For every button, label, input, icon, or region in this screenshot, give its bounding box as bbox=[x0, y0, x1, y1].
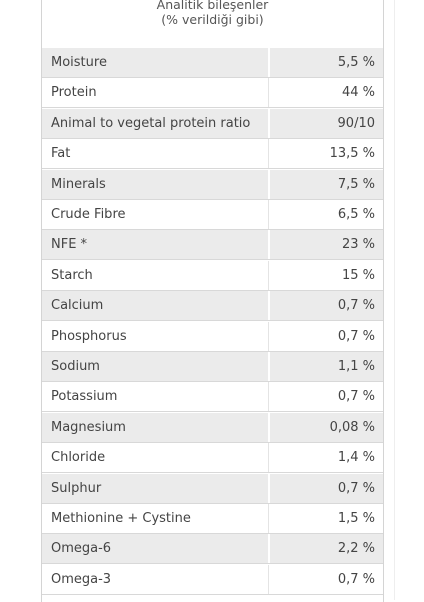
nutrient-name: Phosphorus bbox=[51, 328, 127, 344]
composition-panel: Analitik bileşenler (% verildiği gibi) M… bbox=[41, 0, 384, 602]
column-divider bbox=[268, 48, 270, 77]
column-divider bbox=[268, 473, 270, 503]
column-divider bbox=[268, 321, 269, 351]
page-edge bbox=[394, 0, 395, 600]
column-divider bbox=[268, 169, 270, 199]
nutrient-value: 1,5 % bbox=[337, 511, 375, 526]
column-divider bbox=[268, 504, 269, 533]
nutrient-name: Minerals bbox=[51, 176, 106, 192]
nutrient-value: 23 % bbox=[341, 237, 375, 253]
nutrient-value: 0,08 % bbox=[329, 419, 375, 435]
column-divider bbox=[268, 260, 269, 290]
nutrient-value: 13,5 % bbox=[329, 146, 375, 162]
column-divider bbox=[268, 412, 270, 442]
nutrient-value: 15 % bbox=[341, 267, 375, 283]
column-divider bbox=[268, 108, 270, 138]
nutrient-value: 0,7 % bbox=[337, 328, 375, 344]
column-divider bbox=[268, 534, 270, 564]
nutrient-name: Omega-3 bbox=[51, 571, 112, 587]
nutrient-value: 7,5 % bbox=[337, 176, 375, 192]
nutrient-name: Potassium bbox=[51, 389, 118, 405]
nutrient-value: 1,1 % bbox=[337, 359, 375, 374]
column-divider bbox=[268, 443, 269, 473]
nutrient-name: Protein bbox=[51, 85, 97, 101]
table-row: Omega-6 2,2 % bbox=[42, 534, 383, 565]
column-divider bbox=[268, 230, 270, 260]
nutrient-name: Omega-6 bbox=[51, 541, 112, 557]
table-row: Protein 44 % bbox=[42, 78, 383, 109]
nutrient-value: 0,7 % bbox=[337, 571, 375, 587]
table-row: Minerals 7,5 % bbox=[42, 169, 383, 200]
table-row: Calcium 0,7 % bbox=[42, 291, 383, 322]
nutrient-name: Starch bbox=[51, 267, 93, 283]
panel-title: Analitik bileşenler bbox=[156, 0, 269, 12]
column-divider bbox=[268, 352, 270, 381]
table-row: Magnesium 0,08 % bbox=[42, 412, 383, 443]
column-divider bbox=[268, 382, 269, 412]
table-row: Sulphur 0,7 % bbox=[42, 473, 383, 504]
nutrient-value: 5,5 % bbox=[337, 55, 375, 70]
column-divider bbox=[268, 139, 269, 169]
nutrient-name: Methionine + Cystine bbox=[51, 511, 191, 526]
table-row: Phosphorus 0,7 % bbox=[42, 321, 383, 352]
table-row: Methionine + Cystine 1,5 % bbox=[42, 504, 383, 534]
table-row: Moisture 5,5 % bbox=[42, 48, 383, 78]
column-divider bbox=[268, 564, 269, 594]
nutrient-name: Moisture bbox=[51, 55, 107, 70]
table-row: Sodium 1,1 % bbox=[42, 352, 383, 382]
nutrient-value: 1,4 % bbox=[337, 450, 375, 466]
nutrient-name: Chloride bbox=[51, 450, 106, 466]
nutrient-value: 2,2 % bbox=[337, 541, 375, 557]
nutrient-value: 44 % bbox=[341, 85, 375, 101]
table-row: NFE * 23 % bbox=[42, 230, 383, 261]
nutrient-value: 90/10 bbox=[337, 115, 375, 131]
table-row: Crude Fibre 6,5 % bbox=[42, 200, 383, 230]
nutrient-value: 0,7 % bbox=[337, 298, 375, 314]
table-row: Animal to vegetal protein ratio 90/10 bbox=[42, 108, 383, 139]
nutrient-name: Magnesium bbox=[51, 419, 126, 435]
nutrient-value: 0,7 % bbox=[337, 389, 375, 405]
column-divider bbox=[268, 78, 269, 108]
nutrient-name: NFE * bbox=[51, 237, 88, 253]
table-row: Fat 13,5 % bbox=[42, 139, 383, 170]
nutrient-name: Animal to vegetal protein ratio bbox=[51, 115, 251, 131]
table-row: Omega-3 0,7 % bbox=[42, 564, 383, 595]
column-divider bbox=[268, 200, 269, 229]
nutrient-name: Sodium bbox=[51, 359, 100, 374]
nutrient-name: Fat bbox=[51, 146, 71, 162]
column-divider bbox=[268, 291, 270, 321]
table-row: Starch 15 % bbox=[42, 260, 383, 291]
nutrient-name: Crude Fibre bbox=[51, 207, 126, 222]
nutrient-value: 6,5 % bbox=[337, 207, 375, 222]
nutrient-value: 0,7 % bbox=[337, 480, 375, 496]
nutrient-name: Calcium bbox=[51, 298, 104, 314]
table-row: Potassium 0,7 % bbox=[42, 382, 383, 413]
nutrient-name: Sulphur bbox=[51, 480, 102, 496]
table-row: Chloride 1,4 % bbox=[42, 443, 383, 474]
panel-subtitle: (% verildiği gibi) bbox=[161, 12, 264, 27]
